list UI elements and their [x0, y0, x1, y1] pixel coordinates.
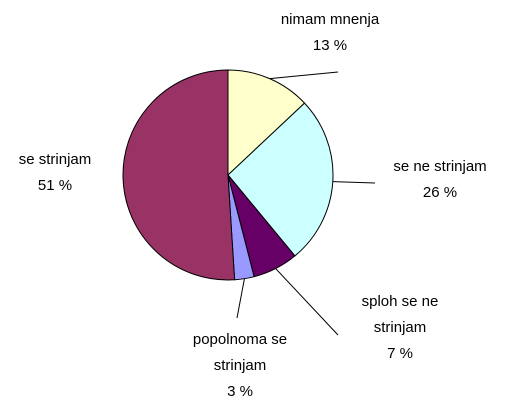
pie-slice	[122, 69, 236, 281]
slice-value: 3 %	[227, 383, 253, 400]
slice-value: 13 %	[312, 37, 348, 54]
slice-label: se ne strinjam 26 %	[365, 154, 511, 206]
leader-line	[236, 278, 245, 319]
leader-line	[332, 181, 376, 184]
pie-slice	[227, 102, 334, 257]
slice-name: se strinjam	[18, 151, 92, 168]
leader-line	[275, 268, 339, 336]
slice-name: nimam mnenja	[280, 11, 380, 28]
slice-label: sploh se ne strinjam 7 %	[325, 289, 475, 367]
slice-value: 26 %	[422, 184, 458, 201]
slice-name: sploh se ne strinjam	[361, 293, 439, 336]
slice-value: 51 %	[37, 177, 73, 194]
pie-slice	[227, 69, 306, 177]
slice-value: 7 %	[387, 345, 413, 362]
slice-name: popolnoma se strinjam	[192, 331, 288, 374]
slice-name: se ne strinjam	[393, 158, 487, 175]
slice-label: se strinjam 51 %	[0, 147, 120, 199]
leader-line	[269, 71, 339, 80]
slice-label: nimam mnenja 13 %	[255, 7, 405, 59]
slice-label: popolnoma se strinjam 3 %	[165, 327, 315, 405]
